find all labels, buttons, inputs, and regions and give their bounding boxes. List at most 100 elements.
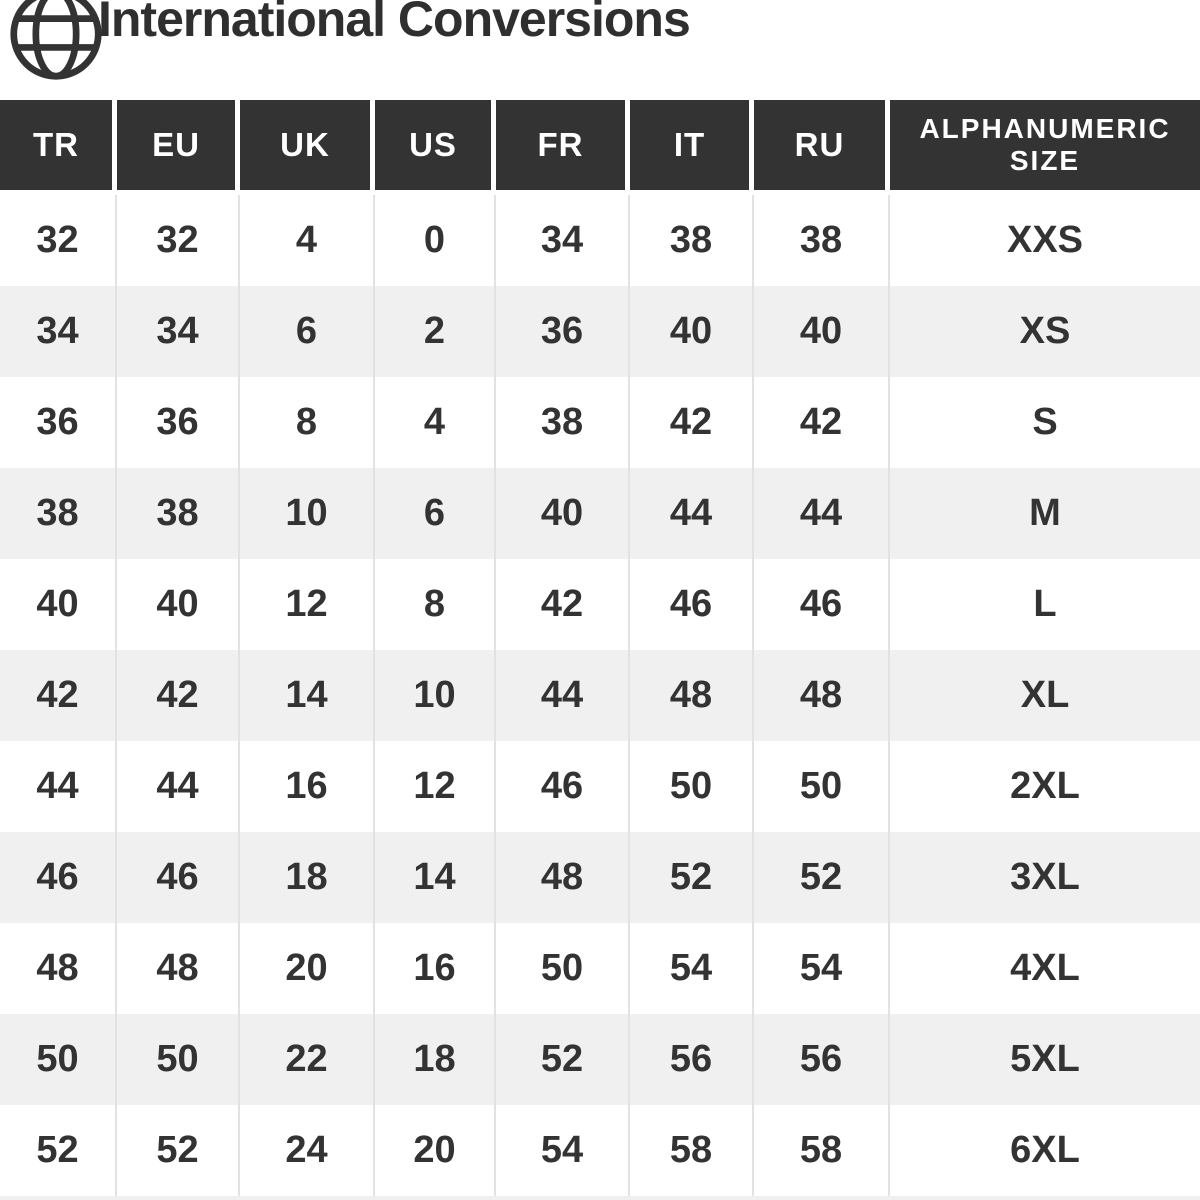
table-cell: 12 xyxy=(375,741,496,832)
table-cell: 48 xyxy=(630,650,754,741)
page-header: International Conversions xyxy=(0,0,1200,100)
table-cell: 34 xyxy=(0,286,117,377)
table-cell: 52 xyxy=(754,832,890,923)
table-row: 44 44 16 12 46 50 50 2XL xyxy=(0,741,1200,832)
table-cell: 12 xyxy=(240,559,375,650)
table-cell: 2XL xyxy=(1010,765,1080,807)
table-cell: 10 xyxy=(240,468,375,559)
table-cell: 46 xyxy=(754,559,890,650)
table-cell: 14 xyxy=(240,650,375,741)
table-cell: 32 xyxy=(117,195,240,286)
table-cell: XS xyxy=(1019,310,1071,352)
table-cell: 54 xyxy=(630,923,754,1014)
table-cell: 52 xyxy=(117,1105,240,1196)
table-cell: 40 xyxy=(117,559,240,650)
table-cell: 44 xyxy=(630,468,754,559)
table-cell: 50 xyxy=(117,1014,240,1105)
column-header-us: US xyxy=(375,100,496,190)
table-cell: L xyxy=(1033,583,1057,625)
table-cell: 44 xyxy=(0,741,117,832)
table-cell: 8 xyxy=(240,377,375,468)
table-cell: 40 xyxy=(0,559,117,650)
table-cell: 18 xyxy=(240,832,375,923)
page-title: International Conversions xyxy=(98,0,691,47)
table-row: 48 48 20 16 50 54 54 4XL xyxy=(0,923,1200,1014)
table-cell: 50 xyxy=(0,1014,117,1105)
table-cell: 38 xyxy=(496,377,630,468)
table-cell: 42 xyxy=(630,377,754,468)
table-cell: 52 xyxy=(496,1014,630,1105)
table-cell: 46 xyxy=(117,832,240,923)
table-cell: 38 xyxy=(630,195,754,286)
table-cell: M xyxy=(1029,492,1061,534)
column-header-alphanumeric-size: ALPHANUMERIC SIZE xyxy=(890,100,1200,190)
table-cell: 4 xyxy=(375,377,496,468)
table-cell: 0 xyxy=(375,195,496,286)
table-row: 46 46 18 14 48 52 52 3XL xyxy=(0,832,1200,923)
table-cell: 38 xyxy=(754,195,890,286)
table-cell: 46 xyxy=(630,559,754,650)
table-cell: 46 xyxy=(496,741,630,832)
table-cell: 48 xyxy=(754,650,890,741)
table-row: 34 34 6 2 36 40 40 XS xyxy=(0,286,1200,377)
column-header-uk: UK xyxy=(240,100,375,190)
column-header-tr: TR xyxy=(0,100,117,190)
table-row: 50 50 22 18 52 56 56 5XL xyxy=(0,1014,1200,1105)
table-cell: 6XL xyxy=(1010,1129,1080,1171)
table-cell: 22 xyxy=(240,1014,375,1105)
table-cell: 50 xyxy=(630,741,754,832)
table-cell: 50 xyxy=(496,923,630,1014)
table-cell: 56 xyxy=(630,1014,754,1105)
table-cell: S xyxy=(1032,401,1058,443)
table-cell: 58 xyxy=(630,1105,754,1196)
table-cell: 34 xyxy=(117,286,240,377)
table-cell: 38 xyxy=(0,468,117,559)
table-cell: 20 xyxy=(375,1105,496,1196)
next-row-partial xyxy=(0,1196,1200,1200)
table-cell: 56 xyxy=(754,1014,890,1105)
table-cell: 8 xyxy=(375,559,496,650)
table-cell: 42 xyxy=(754,377,890,468)
table-cell: XL xyxy=(1020,674,1070,716)
globe-icon xyxy=(8,0,104,82)
table-cell: 40 xyxy=(496,468,630,559)
table-cell: 46 xyxy=(0,832,117,923)
table-cell: 16 xyxy=(240,741,375,832)
table-cell: 36 xyxy=(117,377,240,468)
table-cell: 40 xyxy=(754,286,890,377)
table-cell: 36 xyxy=(496,286,630,377)
table-cell: 50 xyxy=(754,741,890,832)
column-header-it: IT xyxy=(630,100,754,190)
table-cell: 48 xyxy=(0,923,117,1014)
table-cell: 5XL xyxy=(1010,1038,1080,1080)
table-cell: 52 xyxy=(0,1105,117,1196)
table-cell: 36 xyxy=(0,377,117,468)
table-cell: 42 xyxy=(496,559,630,650)
table-cell: 44 xyxy=(496,650,630,741)
table-row: 40 40 12 8 42 46 46 L xyxy=(0,559,1200,650)
table-cell: 6 xyxy=(240,286,375,377)
table-cell: XXS xyxy=(1006,219,1084,261)
table-cell: 6 xyxy=(375,468,496,559)
table-cell: 48 xyxy=(496,832,630,923)
table-row: 38 38 10 6 40 44 44 M xyxy=(0,468,1200,559)
column-header-fr: FR xyxy=(496,100,630,190)
table-header-row: TR EU UK US FR IT RU ALPHANUMERIC SIZE xyxy=(0,100,1200,190)
table-cell: 40 xyxy=(630,286,754,377)
table-cell: 32 xyxy=(0,195,117,286)
table-cell: 48 xyxy=(117,923,240,1014)
table-cell: 20 xyxy=(240,923,375,1014)
table-row: 42 42 14 10 44 48 48 XL xyxy=(0,650,1200,741)
table-cell: 54 xyxy=(496,1105,630,1196)
table-cell: 4XL xyxy=(1010,947,1080,989)
conversion-table: TR EU UK US FR IT RU ALPHANUMERIC SIZE 3… xyxy=(0,100,1200,1196)
column-header-eu: EU xyxy=(117,100,240,190)
table-cell: 42 xyxy=(117,650,240,741)
table-cell: 54 xyxy=(754,923,890,1014)
table-cell: 18 xyxy=(375,1014,496,1105)
column-header-ru: RU xyxy=(754,100,890,190)
table-cell: 52 xyxy=(630,832,754,923)
table-cell: 38 xyxy=(117,468,240,559)
table-cell: 16 xyxy=(375,923,496,1014)
